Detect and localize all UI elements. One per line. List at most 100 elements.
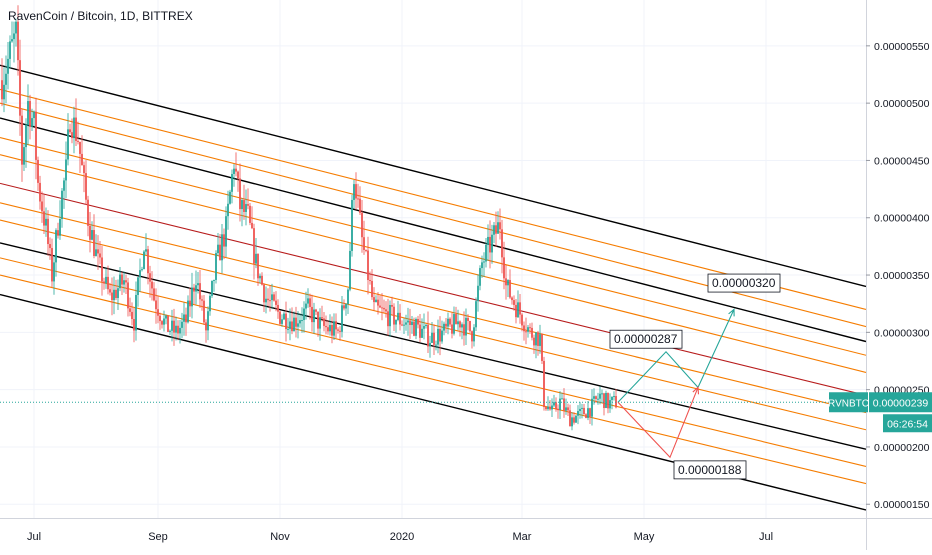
candle[interactable] <box>479 265 481 291</box>
candle[interactable] <box>337 327 339 334</box>
candle[interactable] <box>385 301 387 318</box>
candle[interactable] <box>317 311 319 337</box>
candle[interactable] <box>431 322 433 344</box>
candle[interactable] <box>61 187 63 228</box>
candle[interactable] <box>303 301 305 333</box>
candle[interactable] <box>483 252 485 278</box>
candle[interactable] <box>407 307 409 336</box>
candle[interactable] <box>417 315 419 329</box>
candle[interactable] <box>87 195 89 237</box>
candle[interactable] <box>51 238 53 288</box>
candle[interactable] <box>413 317 415 337</box>
candle[interactable] <box>501 219 503 274</box>
candle[interactable] <box>161 319 163 329</box>
candle[interactable] <box>173 308 175 346</box>
candle[interactable] <box>603 392 605 416</box>
candle[interactable] <box>231 169 233 204</box>
candle[interactable] <box>251 206 253 230</box>
candle[interactable] <box>353 180 355 209</box>
candle[interactable] <box>369 271 371 285</box>
candle[interactable] <box>33 110 35 127</box>
candle[interactable] <box>53 255 55 295</box>
candle[interactable] <box>15 18 17 47</box>
candle[interactable] <box>475 297 477 331</box>
candle[interactable] <box>463 311 465 346</box>
candle[interactable] <box>591 389 593 426</box>
candle[interactable] <box>31 108 33 132</box>
candle[interactable] <box>379 295 381 309</box>
candle[interactable] <box>473 324 475 347</box>
candle[interactable] <box>141 266 143 272</box>
candle[interactable] <box>203 295 205 326</box>
candle[interactable] <box>433 324 435 356</box>
candle[interactable] <box>409 308 411 339</box>
candle[interactable] <box>169 329 171 336</box>
candle[interactable] <box>129 297 131 317</box>
candle[interactable] <box>95 234 97 257</box>
candle[interactable] <box>109 282 111 296</box>
candle[interactable] <box>467 314 469 331</box>
candle[interactable] <box>189 287 191 317</box>
candle[interactable] <box>275 291 277 312</box>
channel-line-outer[interactable] <box>0 242 866 450</box>
candle[interactable] <box>395 319 397 333</box>
candle[interactable] <box>133 308 135 343</box>
candle[interactable] <box>55 228 57 277</box>
candle[interactable] <box>449 317 451 327</box>
candle[interactable] <box>201 295 203 311</box>
candle[interactable] <box>491 224 493 264</box>
candle[interactable] <box>589 407 591 425</box>
candle[interactable] <box>235 152 237 177</box>
candle[interactable] <box>263 283 265 313</box>
price-annotation[interactable]: 0.00000320 <box>707 273 781 293</box>
channel-line-outer[interactable] <box>0 117 866 343</box>
candle[interactable] <box>261 272 263 286</box>
candle[interactable] <box>363 220 365 255</box>
candle[interactable] <box>315 308 317 316</box>
candle[interactable] <box>49 237 51 260</box>
candle[interactable] <box>199 269 201 308</box>
candle[interactable] <box>401 320 403 327</box>
candle[interactable] <box>411 315 413 334</box>
candle[interactable] <box>19 39 21 136</box>
candle[interactable] <box>361 200 363 253</box>
candle[interactable] <box>191 272 193 319</box>
candle[interactable] <box>71 118 73 144</box>
candle[interactable] <box>307 288 309 308</box>
candle[interactable] <box>93 214 95 259</box>
candle[interactable] <box>425 323 427 329</box>
candle[interactable] <box>341 295 343 338</box>
candle[interactable] <box>213 279 215 292</box>
candle[interactable] <box>17 5 19 76</box>
candle[interactable] <box>267 288 269 306</box>
candle[interactable] <box>163 310 165 332</box>
candle[interactable] <box>587 400 589 421</box>
candle[interactable] <box>377 292 379 315</box>
candle[interactable] <box>531 322 533 341</box>
candle[interactable] <box>451 312 453 339</box>
candle[interactable] <box>323 312 325 332</box>
candle[interactable] <box>335 313 337 339</box>
candle[interactable] <box>583 403 585 415</box>
candle[interactable] <box>537 330 539 356</box>
candle[interactable] <box>301 307 303 333</box>
candle[interactable] <box>567 403 569 416</box>
candle[interactable] <box>237 170 239 192</box>
candle[interactable] <box>345 303 347 316</box>
candle[interactable] <box>533 334 535 354</box>
candle[interactable] <box>517 290 519 318</box>
candle[interactable] <box>115 279 117 301</box>
candle[interactable] <box>127 277 129 317</box>
candle[interactable] <box>277 299 279 319</box>
candle[interactable] <box>495 211 497 248</box>
candle[interactable] <box>605 390 607 409</box>
candle[interactable] <box>283 311 285 321</box>
candle[interactable] <box>599 386 601 405</box>
candle[interactable] <box>515 299 517 324</box>
candle[interactable] <box>327 320 329 335</box>
candle[interactable] <box>457 309 459 331</box>
candle[interactable] <box>461 322 463 340</box>
candle[interactable] <box>437 319 439 354</box>
candle[interactable] <box>399 304 401 331</box>
candle[interactable] <box>135 281 137 341</box>
